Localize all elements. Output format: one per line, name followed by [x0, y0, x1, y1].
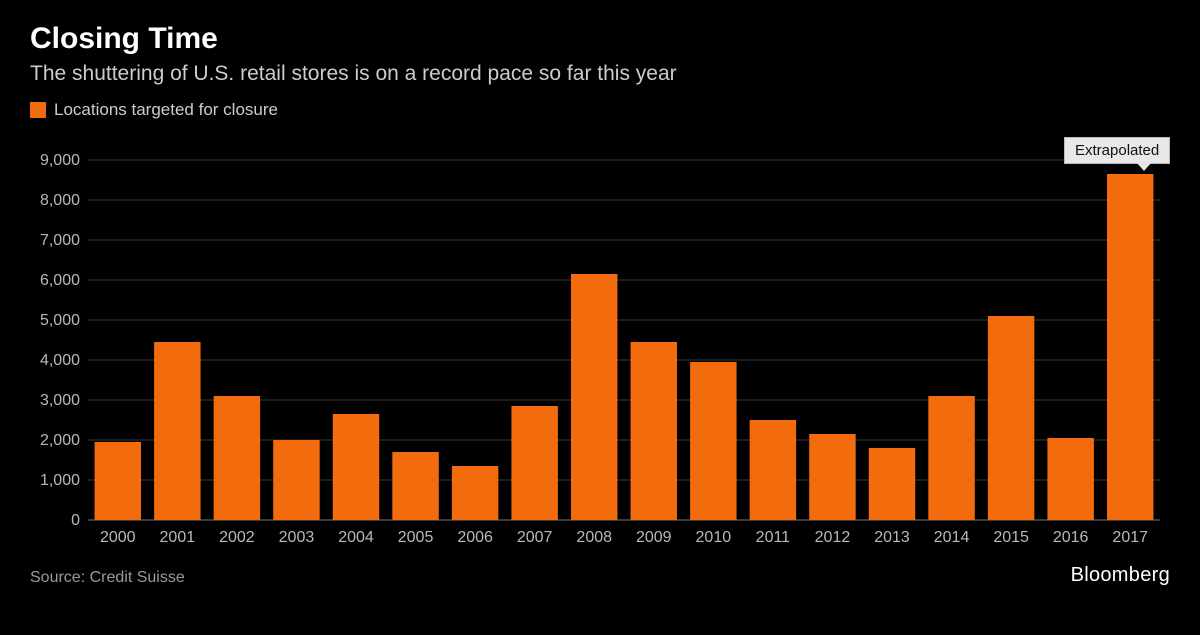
brand-text: Bloomberg: [1071, 564, 1170, 587]
svg-text:2002: 2002: [219, 529, 255, 546]
bar: [95, 442, 141, 520]
bar: [392, 452, 438, 520]
svg-text:9,000: 9,000: [40, 152, 80, 169]
svg-text:2010: 2010: [696, 529, 732, 546]
chart-area: Extrapolated 0 1,000 2,000 3,000 4,000 5,000 6…: [30, 128, 1170, 548]
svg-text:2008: 2008: [576, 529, 612, 546]
svg-text:2006: 2006: [457, 529, 493, 546]
svg-text:2015: 2015: [993, 529, 1029, 546]
svg-text:2016: 2016: [1053, 529, 1089, 546]
svg-text:2,000: 2,000: [40, 432, 80, 449]
svg-text:2000: 2000: [100, 529, 136, 546]
svg-text:6,000: 6,000: [40, 272, 80, 289]
bar: [511, 406, 557, 520]
legend-swatch: [30, 102, 46, 118]
svg-text:2007: 2007: [517, 529, 553, 546]
svg-text:3,000: 3,000: [40, 392, 80, 409]
svg-text:2012: 2012: [815, 529, 851, 546]
svg-text:2001: 2001: [160, 529, 196, 546]
svg-text:4,000: 4,000: [40, 352, 80, 369]
callout-extrapolated: Extrapolated: [1064, 137, 1170, 164]
svg-text:2005: 2005: [398, 529, 434, 546]
bar: [571, 274, 617, 520]
svg-text:2014: 2014: [934, 529, 970, 546]
bar: [690, 362, 736, 520]
bar: [333, 414, 379, 520]
chart-title: Closing Time: [30, 22, 1170, 56]
bar: [1047, 438, 1093, 520]
footer: Source: Credit Suisse Bloomberg: [30, 564, 1170, 587]
svg-text:2017: 2017: [1112, 529, 1148, 546]
svg-text:5,000: 5,000: [40, 312, 80, 329]
bar: [1107, 174, 1153, 520]
legend-label: Locations targeted for closure: [54, 100, 278, 120]
legend: Locations targeted for closure: [30, 100, 1170, 120]
source-text: Source: Credit Suisse: [30, 569, 185, 587]
bar: [928, 396, 974, 520]
bar: [869, 448, 915, 520]
svg-text:0: 0: [71, 512, 80, 529]
bar: [452, 466, 498, 520]
svg-text:2004: 2004: [338, 529, 374, 546]
chart-subtitle: The shuttering of U.S. retail stores is …: [30, 62, 1170, 86]
bar: [809, 434, 855, 520]
bar-chart: 0 1,000 2,000 3,000 4,000 5,000 6,000 7,000 8,00…: [30, 128, 1170, 548]
bar: [273, 440, 319, 520]
svg-text:7,000: 7,000: [40, 232, 80, 249]
svg-text:2003: 2003: [279, 529, 315, 546]
bar: [988, 316, 1034, 520]
svg-text:1,000: 1,000: [40, 472, 80, 489]
svg-text:2009: 2009: [636, 529, 672, 546]
bar: [750, 420, 796, 520]
svg-text:8,000: 8,000: [40, 192, 80, 209]
bar: [631, 342, 677, 520]
svg-text:2013: 2013: [874, 529, 910, 546]
bar: [214, 396, 260, 520]
svg-text:2011: 2011: [756, 529, 791, 546]
bar: [154, 342, 200, 520]
